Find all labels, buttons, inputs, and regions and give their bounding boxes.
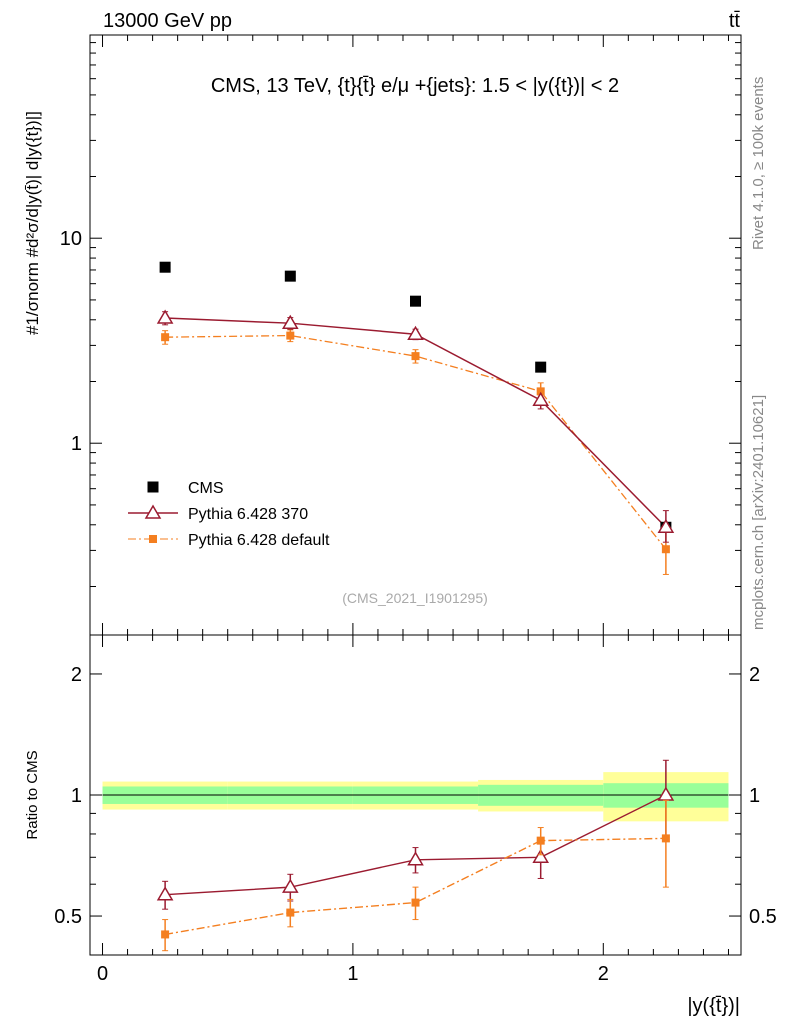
legend-cms-marker	[147, 481, 159, 493]
plot-title: CMS, 13 TeV, {t}{t̄} e/μ +{jets}: 1.5 < …	[211, 75, 619, 97]
header-process: tt̄	[729, 10, 741, 32]
default-point	[411, 352, 420, 361]
default-ratio-point	[536, 836, 545, 845]
cms-point	[284, 270, 296, 282]
mcplots-label: mcplots.cern.ch [arXiv:2401.10621]	[750, 395, 767, 630]
xtick-label: 2	[598, 963, 609, 985]
legend-label: Pythia 6.428 370	[188, 506, 308, 523]
main-ytick-label: 1	[71, 433, 82, 455]
default-point	[161, 333, 170, 342]
pythia370-point	[532, 391, 549, 407]
ratio-ytick-label: 1	[71, 785, 82, 807]
cms-point	[410, 295, 421, 307]
xlabel: |y({t̄})|	[687, 995, 740, 1017]
legend-default-marker	[149, 535, 157, 543]
legend-label: Pythia 6.428 default	[188, 532, 330, 549]
pythia370-point	[657, 518, 675, 534]
pythia370-point	[282, 314, 299, 329]
pythia370-point	[156, 309, 174, 324]
xtick-label: 0	[97, 963, 108, 985]
pythia370-ratio-point	[156, 886, 174, 901]
default-point	[661, 545, 670, 554]
watermark: (CMS_2021_I1901295)	[342, 590, 488, 606]
ratio-ytick-label: 2	[71, 664, 82, 686]
main-ylabel: #1/σnorm #d²σ/d|y(t̄)| d|y({t})|]	[23, 111, 42, 335]
ratio-ytick-label-right: 0.5	[749, 906, 777, 928]
cms-point	[535, 361, 547, 373]
ratio-ytick-label-right: 1	[749, 785, 760, 807]
cms-point	[159, 261, 171, 273]
main-ytick-label: 10	[60, 228, 82, 250]
pythia370-ratio-point	[532, 848, 549, 864]
legend-label: CMS	[188, 480, 224, 497]
legend-pythia370-marker	[144, 504, 162, 519]
default-point	[536, 387, 545, 396]
default-point	[286, 331, 295, 340]
default-ratio-point	[161, 930, 170, 939]
ratio-ylabel: Ratio to CMS	[24, 750, 41, 839]
pythia370-ratio-point	[282, 878, 299, 893]
rivet-label: Rivet 4.1.0, ≥ 100k events	[750, 77, 767, 250]
xtick-label: 1	[347, 963, 358, 985]
header-energy: 13000 GeV pp	[103, 10, 232, 32]
pythia370-ratio-point	[407, 851, 424, 866]
default-ratio-point	[661, 834, 670, 843]
ratio-ytick-label: 0.5	[54, 906, 82, 928]
pythia370-point	[407, 325, 424, 341]
default-ratio-point	[286, 908, 295, 917]
default-ratio-point	[411, 898, 420, 907]
ratio-ytick-label-right: 2	[749, 664, 760, 686]
